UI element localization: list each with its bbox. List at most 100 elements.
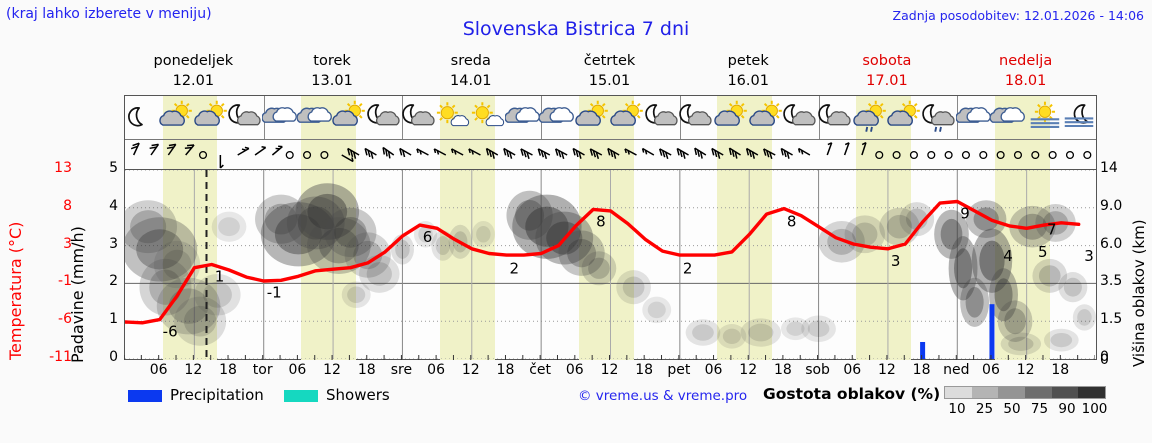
- weather-icon-moon-fog: [1060, 100, 1098, 137]
- weather-icon-cloud: [504, 100, 543, 137]
- temperature-axis-label: Temperatura (°C): [6, 221, 25, 360]
- cloud-swatch-3: [1025, 387, 1052, 398]
- temperature-tick-0: 13: [54, 160, 72, 176]
- daylight-band-2: [439, 170, 495, 360]
- weather-icon-moon-cloud: [401, 100, 439, 137]
- x-axis-label-24: 06: [982, 362, 1000, 378]
- x-axis-label-11: čet: [529, 362, 552, 378]
- weather-icon-cloud: [296, 100, 335, 137]
- precipitation-swatch: [128, 390, 162, 402]
- temperature-point-label: 7: [1047, 220, 1057, 238]
- temperature-point-label: 8: [787, 212, 797, 230]
- day-name: sobota: [862, 53, 912, 69]
- daylight-band-1: [301, 170, 357, 360]
- day-name: ponedeljek: [153, 53, 234, 69]
- day-header-0: ponedeljek 12.01: [124, 52, 263, 91]
- x-axis-label-6: 18: [357, 362, 376, 378]
- x-axis-label-16: 06: [704, 362, 723, 378]
- weather-icon-cloud: [261, 100, 300, 137]
- temperature-point-label: 4: [1003, 247, 1013, 265]
- temperature-tick-3: -1: [58, 273, 72, 290]
- x-axis-label-0: 06: [149, 362, 168, 378]
- weather-icon-cloud: [954, 100, 994, 137]
- day-date: 17.01: [866, 73, 908, 89]
- day-name: četrtek: [583, 53, 636, 69]
- day-header-row: ponedeljek 12.01 torek 13.01 sreda 14.01 četrt…: [124, 52, 1097, 92]
- x-axis-label-10: 18: [496, 362, 515, 378]
- weather-icon-sun-cloud: [886, 100, 924, 137]
- precipitation-tick-4: 1: [109, 311, 118, 328]
- weather-icon-moon-cloud: [227, 100, 265, 137]
- day-name: nedelja: [999, 53, 1053, 69]
- temperature-point-label: 2: [683, 260, 693, 278]
- precipitation-tick-5: 0: [109, 349, 118, 365]
- precipitation-tick-3: 2: [109, 273, 118, 290]
- x-axis-label-9: 12: [461, 362, 480, 378]
- day-date: 13.01: [311, 73, 353, 89]
- weather-icon-sun-cloud: [748, 100, 786, 137]
- cloud-height-tick-1: 9.0: [1100, 197, 1123, 214]
- temperature-tick-1: 8: [63, 197, 72, 214]
- cloud-axis-zero-label: 0: [1100, 352, 1109, 368]
- cloud-scale-label-1: 25: [975, 401, 994, 417]
- temperature-point-label: 9: [960, 205, 970, 223]
- x-axis-label-13: 12: [600, 362, 619, 378]
- day-date: 12.01: [172, 73, 215, 89]
- temperature-point-label: 1: [215, 268, 225, 286]
- day-header-5: sobota 17.01: [818, 52, 957, 91]
- cloud-scale-label-2: 50: [1003, 401, 1021, 417]
- x-axis-label-1: 12: [184, 362, 203, 378]
- day-name: petek: [727, 53, 769, 69]
- x-axis-ticks: [124, 355, 1095, 360]
- weather-icon-sun-cloud: [193, 100, 231, 137]
- graph-area: -6 1 -1 6 2 8 2 8 3 9 7 4 5 3: [125, 170, 1096, 360]
- precipitation-bar: [989, 304, 995, 359]
- day-date: 18.01: [1004, 73, 1047, 89]
- weather-icon-sun-cloud: [331, 100, 369, 137]
- weather-icon-sun-small-cloud: [470, 100, 508, 137]
- weather-icon-moon-cloud: [921, 100, 959, 137]
- cloud-swatch-1: [971, 387, 999, 398]
- cloud-scale-label-4: 90: [1058, 401, 1076, 417]
- cloud-scale-label-0: 10: [948, 401, 966, 417]
- temperature-point-label: -1: [267, 283, 282, 301]
- weather-icon-sun-cloud: [852, 100, 890, 137]
- weather-icon-sun-fog: [1025, 100, 1063, 137]
- cloud-density-scale-labels: 10 25 50 75 90 100: [938, 401, 1118, 419]
- x-axis-label-25: 12: [1016, 362, 1035, 378]
- location-picker-hint[interactable]: (kraj lahko izberete v meniju): [6, 6, 212, 22]
- cloud-height-axis-title: Višina oblakov (km): [1128, 175, 1150, 370]
- temperature-axis-title: Temperatura (°C): [4, 175, 26, 365]
- weather-icon-sun-small-cloud: [435, 100, 473, 137]
- x-axis-label-20: 06: [843, 362, 862, 378]
- cloud-scale-label-3: 75: [1030, 401, 1049, 417]
- x-axis-label-19: sob: [805, 362, 830, 378]
- cloud-height-axis-label: Višina oblakov (km): [1130, 219, 1148, 367]
- precipitation-tick-0: 5: [109, 160, 118, 176]
- weather-icon-moon-cloud: [817, 100, 855, 137]
- cloud-height-tick-3: 3.5: [1100, 273, 1123, 290]
- meteogram-plot: -6 1 -1 6 2 8 2 8 3 9 7 4 5 3: [124, 95, 1097, 360]
- day-name: sreda: [450, 53, 491, 69]
- temperature-point-label: -6: [163, 323, 178, 341]
- daylight-band-3: [578, 170, 634, 360]
- day-header-4: petek 16.01: [679, 52, 818, 91]
- precipitation-tick-1: 4: [109, 197, 118, 214]
- showers-swatch: [284, 390, 318, 402]
- precipitation-tick-2: 3: [109, 235, 118, 252]
- weather-icon-cloud: [538, 100, 577, 137]
- x-axis-label-15: pet: [667, 362, 691, 378]
- temperature-tick-2: 3: [63, 235, 72, 252]
- weather-icon-sun-cloud: [713, 100, 751, 137]
- weather-icon-moon-cloud: [782, 100, 820, 137]
- copyright-text[interactable]: © vreme.us & vreme.pro: [578, 388, 748, 404]
- temperature-tick-5: -11: [49, 349, 72, 365]
- temperature-point-label: 3: [1084, 247, 1094, 265]
- weather-icon-sun-cloud: [609, 100, 647, 137]
- cloud-swatch-0: [945, 387, 972, 398]
- weather-icon-moon-cloud: [644, 100, 682, 137]
- legend: Precipitation Showers: [128, 386, 528, 408]
- x-axis-label-17: 12: [739, 362, 758, 378]
- x-axis-labels: 06 12 18 tor 06 12 18 sre 06 12 18 čet 06 12 18 pet 06 12…: [124, 362, 1097, 382]
- weather-icon-moon-cloud: [366, 100, 404, 137]
